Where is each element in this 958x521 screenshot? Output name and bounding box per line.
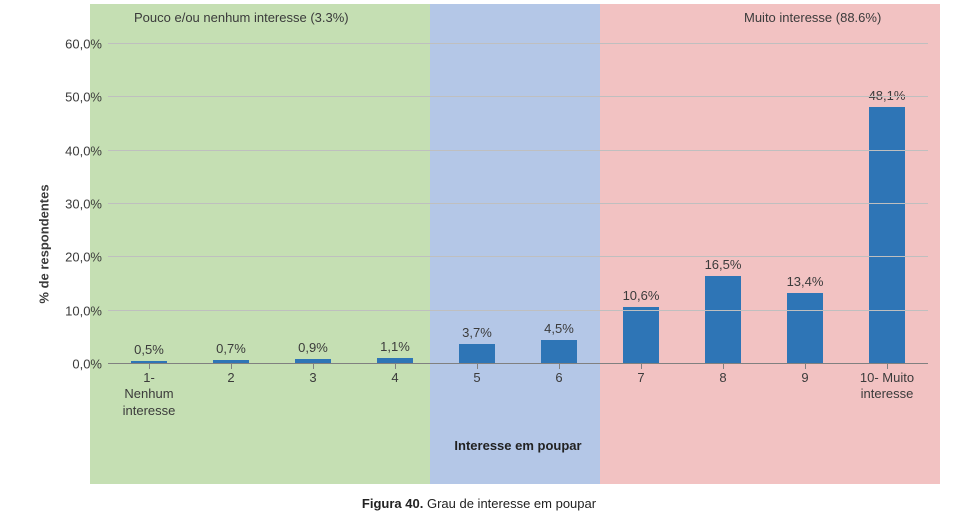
- bar-value-label: 0,7%: [216, 341, 246, 356]
- figure-caption: Figura 40. Grau de interesse em poupar: [0, 496, 958, 511]
- bar-value-label: 1,1%: [380, 339, 410, 354]
- bar-value-label: 3,7%: [462, 325, 492, 340]
- bar-value-label: 4,5%: [544, 321, 574, 336]
- chart-canvas: 0,5% 0,7% 0,9% 1,1% 3,7% 4,5% 10,6% 16,5% 13,4% 4…: [108, 44, 928, 364]
- y-tick-label: 20,0%: [65, 250, 108, 265]
- x-tick-mark: [149, 364, 150, 369]
- y-axis-title: % de respondentes: [37, 184, 52, 303]
- x-tick-mark: [559, 364, 560, 369]
- x-tick-label: 10- Muito interesse: [846, 370, 928, 419]
- x-tick-mark: [887, 364, 888, 369]
- bar-slot: 16,5%: [682, 44, 764, 364]
- bar-slot: 4,5%: [518, 44, 600, 364]
- figure: Pouco e/ou nenhum interesse (3.3%) Muito…: [0, 0, 958, 521]
- bar: [705, 276, 741, 364]
- y-tick-label: 10,0%: [65, 303, 108, 318]
- region-label-low: Pouco e/ou nenhum interesse (3.3%): [134, 10, 349, 25]
- plot-area: Pouco e/ou nenhum interesse (3.3%) Muito…: [26, 4, 940, 484]
- x-tick-mark: [231, 364, 232, 369]
- bar-value-label: 0,5%: [134, 342, 164, 357]
- bar-value-label: 0,9%: [298, 340, 328, 355]
- bar: [869, 107, 905, 364]
- bar-slot: 0,7%: [190, 44, 272, 364]
- region-label-high: Muito interesse (88.6%): [744, 10, 881, 25]
- x-tick-label: 7: [600, 370, 682, 419]
- x-tick-label: 2: [190, 370, 272, 419]
- y-tick-label: 30,0%: [65, 197, 108, 212]
- y-tick-label: 40,0%: [65, 143, 108, 158]
- x-tick-mark: [805, 364, 806, 369]
- x-axis-labels: 1- Nenhum interesse2345678910- Muito int…: [108, 370, 928, 419]
- bar: [459, 344, 495, 364]
- x-tick-label: 8: [682, 370, 764, 419]
- x-tick-mark: [641, 364, 642, 369]
- x-tick-label: 5: [436, 370, 518, 419]
- bar-value-label: 16,5%: [705, 257, 742, 272]
- bars-container: 0,5% 0,7% 0,9% 1,1% 3,7% 4,5% 10,6% 16,5% 13,4% 4…: [108, 44, 928, 364]
- x-tick-label: 9: [764, 370, 846, 419]
- bar: [787, 293, 823, 364]
- bar-value-label: 48,1%: [869, 88, 906, 103]
- bar-slot: 3,7%: [436, 44, 518, 364]
- x-tick-mark: [395, 364, 396, 369]
- x-tick-label: 3: [272, 370, 354, 419]
- figure-number: Figura 40.: [362, 496, 423, 511]
- bar-slot: 48,1%: [846, 44, 928, 364]
- bar-slot: 13,4%: [764, 44, 846, 364]
- x-axis-title: Interesse em poupar: [108, 438, 928, 453]
- x-tick-label: 1- Nenhum interesse: [108, 370, 190, 419]
- bar-slot: 10,6%: [600, 44, 682, 364]
- bar-value-label: 10,6%: [623, 288, 660, 303]
- x-tick-label: 4: [354, 370, 436, 419]
- bar: [623, 307, 659, 364]
- x-tick-label: 6: [518, 370, 600, 419]
- bar-slot: 1,1%: [354, 44, 436, 364]
- x-tick-mark: [313, 364, 314, 369]
- y-tick-label: 60,0%: [65, 37, 108, 52]
- bar: [541, 340, 577, 364]
- bar-slot: 0,5%: [108, 44, 190, 364]
- bar-slot: 0,9%: [272, 44, 354, 364]
- x-tick-mark: [723, 364, 724, 369]
- y-tick-label: 50,0%: [65, 90, 108, 105]
- figure-caption-text: Grau de interesse em poupar: [427, 496, 596, 511]
- bar-value-label: 13,4%: [787, 274, 824, 289]
- x-tick-mark: [477, 364, 478, 369]
- y-tick-label: 0,0%: [72, 357, 108, 372]
